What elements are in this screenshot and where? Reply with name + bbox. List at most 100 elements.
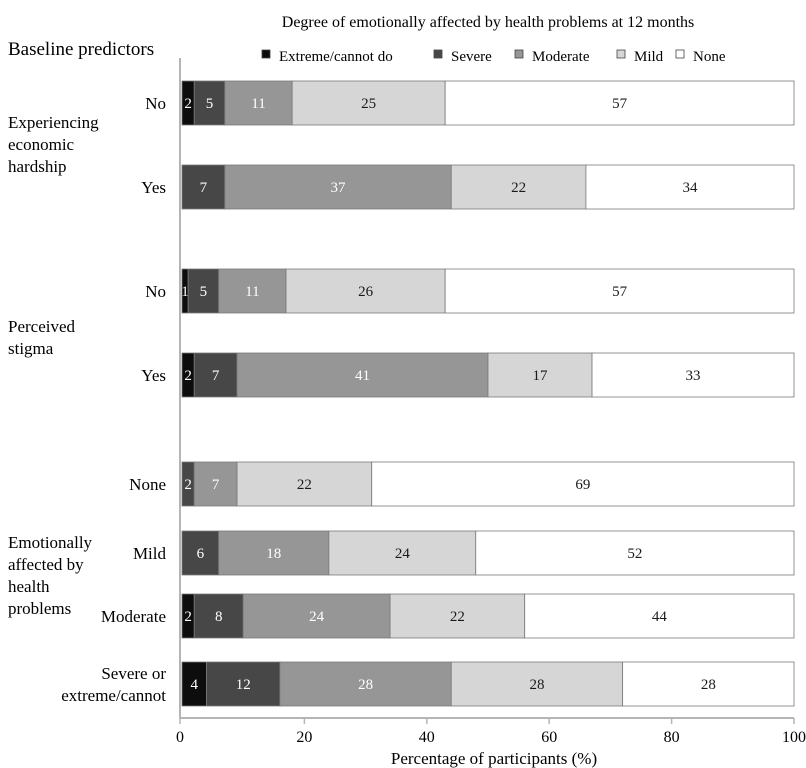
bar-segment-severe	[193, 352, 238, 398]
bar-segment-mild	[328, 530, 477, 576]
bar-segment-mild	[236, 461, 373, 507]
bar-value-label: 37	[331, 180, 347, 196]
bar-segment-severe	[181, 530, 220, 576]
bar-segment-mild	[291, 80, 446, 126]
bar-value-label: 57	[612, 284, 628, 300]
bars: 2 5 11 25 577 37 22 341 5 11 26 572 7 41 17 332 7 22 696 18…	[181, 80, 795, 707]
bar-segment-severe	[193, 80, 226, 126]
x-tick-label: 100	[782, 729, 806, 746]
bar-value-label: 17	[533, 368, 549, 384]
bar-value-label: 5	[206, 96, 214, 112]
group-label-line: health	[8, 577, 50, 596]
legend-label-severe: Severe	[451, 49, 492, 65]
predictor-heading: Baseline predictors	[8, 39, 154, 60]
bar-value-label: 7	[200, 180, 208, 196]
x-tick-label: 80	[664, 729, 680, 746]
bar-segment-mild	[487, 352, 593, 398]
bar-value-label: 22	[511, 180, 526, 196]
chart-title: Degree of emotionally affected by health…	[282, 14, 694, 31]
bar-segment-severe	[187, 268, 220, 314]
bar-value-label: 41	[355, 368, 370, 384]
bar-segment-moderate	[242, 593, 391, 639]
bar-value-label: 7	[212, 477, 220, 493]
bar-value-label: 1	[181, 284, 189, 300]
row-label: Yes	[141, 366, 166, 385]
bar-segment-moderate	[218, 268, 287, 314]
legend-label-mild: Mild	[634, 49, 664, 65]
group-label-line: problems	[8, 599, 71, 618]
bar-value-label: 34	[682, 180, 698, 196]
legend-label-extreme-cannot-do: Extreme/cannot do	[279, 49, 393, 65]
bar-value-label: 12	[236, 677, 251, 693]
bar-segment-moderate	[236, 352, 489, 398]
row-label: Moderate	[101, 607, 166, 626]
bar-segment-none	[622, 661, 795, 707]
bar-value-label: 2	[184, 368, 192, 384]
bar-segment-mild	[389, 593, 526, 639]
bar-segment-severe	[193, 593, 244, 639]
bar-value-label: 4	[190, 677, 198, 693]
bar-segment-moderate	[218, 530, 330, 576]
row-label: Yes	[141, 178, 166, 197]
bar-value-label: 5	[200, 284, 208, 300]
legend-swatch-moderate	[514, 49, 524, 59]
bar-segment-none	[444, 268, 795, 314]
group-label-line: economic	[8, 135, 75, 154]
bar-segment-extreme-cannot-do	[181, 661, 207, 707]
bar-value-label: 44	[652, 609, 668, 625]
bar-value-label: 26	[358, 284, 374, 300]
bar-value-label: 2	[184, 477, 192, 493]
bar-segment-moderate	[224, 164, 452, 210]
row-label: Mild	[133, 544, 167, 563]
row-label: extreme/cannot	[61, 686, 166, 705]
legend-label-none: None	[693, 49, 726, 65]
group-label-line: Perceived	[8, 317, 76, 336]
bar-value-label: 57	[612, 96, 628, 112]
bar-segment-none	[371, 461, 795, 507]
bar-segment-moderate	[224, 80, 293, 126]
x-tick-label: 20	[296, 729, 312, 746]
bar-value-label: 2	[184, 609, 192, 625]
legend-swatch-mild	[616, 49, 626, 59]
legend-swatch-severe	[433, 49, 443, 59]
bar-value-label: 52	[627, 546, 642, 562]
group-label-line: Emotionally	[8, 533, 93, 552]
x-axis-label: Percentage of participants (%)	[391, 749, 597, 768]
legend-swatch-extreme-cannot-do	[261, 49, 271, 59]
bar-value-label: 22	[450, 609, 465, 625]
bar-segment-mild	[285, 268, 446, 314]
legend-swatch-none	[675, 49, 685, 59]
row-label: None	[129, 475, 166, 494]
bar-value-label: 2	[184, 96, 192, 112]
bar-segment-severe	[181, 164, 226, 210]
bar-value-label: 25	[361, 96, 376, 112]
bar-value-label: 24	[309, 609, 325, 625]
bar-value-label: 18	[266, 546, 281, 562]
group-label-line: stigma	[8, 339, 54, 358]
bar-segment-mild	[450, 164, 587, 210]
x-tick-label: 0	[176, 729, 184, 746]
bar-value-label: 8	[215, 609, 223, 625]
row-label: Severe or	[101, 664, 166, 683]
group-label-line: affected by	[8, 555, 84, 574]
bar-value-label: 24	[395, 546, 411, 562]
bar-value-label: 11	[251, 96, 265, 112]
bar-value-label: 69	[575, 477, 590, 493]
bar-value-label: 6	[197, 546, 205, 562]
legend: Extreme/cannot do Severe Moderate Mild None	[261, 49, 726, 65]
bar-value-label: 7	[212, 368, 220, 384]
bar-value-label: 28	[701, 677, 716, 693]
bar-segment-none	[475, 530, 795, 576]
row-label: No	[145, 94, 166, 113]
group-labels: Experiencing economic hardship Perceived sti…	[8, 113, 99, 618]
bar-segment-none	[444, 80, 795, 126]
bar-value-label: 33	[686, 368, 701, 384]
bar-value-label: 11	[245, 284, 259, 300]
row-labels: No Yes No Yes None Mild Moderate Severe or extre…	[61, 94, 166, 705]
bar-segment-none	[591, 352, 795, 398]
group-label-line: hardship	[8, 157, 67, 176]
bar-segment-moderate	[279, 661, 452, 707]
bar-segment-none	[585, 164, 795, 210]
bar-value-label: 28	[529, 677, 544, 693]
legend-label-moderate: Moderate	[532, 49, 590, 65]
